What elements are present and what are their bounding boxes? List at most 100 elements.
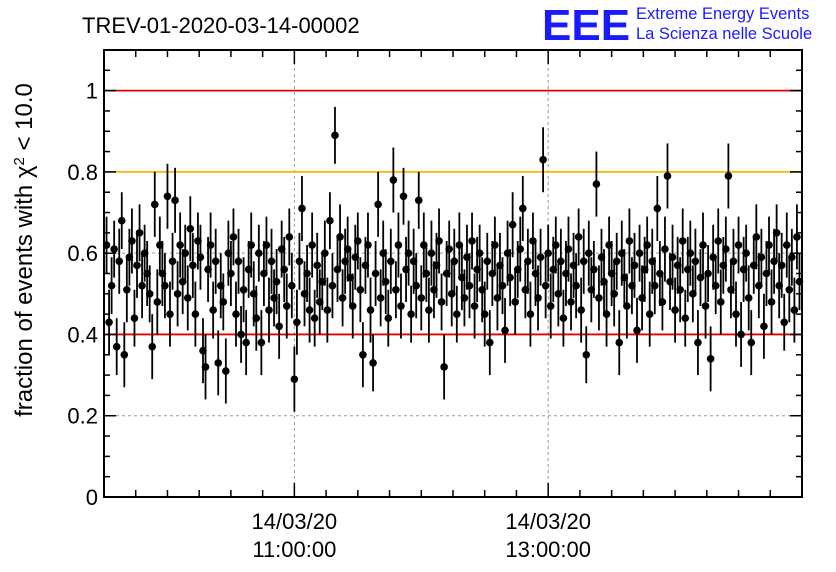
data-point (440, 334, 448, 400)
data-point (445, 220, 453, 278)
point-marker (465, 281, 474, 290)
point-marker (331, 131, 339, 140)
data-point (757, 228, 766, 286)
data-point (676, 257, 684, 323)
data-point (729, 228, 738, 294)
point-marker (407, 310, 415, 318)
point-marker (232, 310, 240, 318)
data-point (650, 257, 659, 315)
point-marker (790, 306, 799, 314)
point-marker (539, 155, 547, 164)
point-marker (694, 338, 702, 347)
point-marker (519, 204, 527, 213)
y-tick-label: 1 (86, 79, 98, 104)
point-marker (557, 257, 565, 266)
point-marker (110, 245, 118, 253)
data-point (742, 224, 750, 282)
point-marker (630, 261, 639, 270)
data-point (214, 330, 223, 396)
logo-line-1: Extreme Energy Events (636, 5, 809, 23)
point-marker (321, 249, 329, 257)
point-marker (371, 269, 380, 278)
point-marker (437, 298, 446, 306)
point-marker (138, 281, 146, 290)
data-point (671, 277, 679, 343)
point-marker (483, 257, 492, 266)
point-marker (506, 273, 514, 282)
data-point (539, 127, 547, 193)
data-point (183, 265, 192, 331)
point-marker (168, 257, 177, 266)
data-point (293, 289, 301, 355)
data-point (686, 220, 695, 286)
data-point (135, 204, 144, 262)
point-marker (737, 330, 745, 339)
point-marker (501, 326, 509, 335)
data-point (376, 269, 385, 327)
point-marker (468, 237, 476, 245)
point-marker (704, 269, 712, 278)
point-marker (602, 310, 611, 318)
data-point (371, 240, 380, 307)
x-tick-label-time: 13:00:00 (505, 537, 591, 562)
data-point (564, 216, 573, 282)
data-point (407, 285, 415, 343)
y-axis-label: fraction of events with χ2 < 10.0 (11, 83, 39, 417)
point-marker (612, 257, 621, 266)
data-point (427, 220, 436, 286)
data-point (483, 232, 492, 290)
data-point (747, 310, 756, 376)
data-point (173, 261, 182, 327)
data-point (313, 232, 322, 298)
data-point (326, 192, 334, 250)
data-point (780, 293, 789, 351)
data-point (404, 220, 413, 286)
point-marker (163, 192, 172, 201)
data-point (138, 253, 146, 319)
point-marker (153, 298, 162, 306)
point-marker (295, 257, 304, 266)
data-point (711, 257, 720, 315)
point-marker (107, 281, 116, 290)
point-marker (313, 261, 322, 270)
point-marker (417, 294, 426, 302)
point-marker (635, 249, 644, 257)
point-marker (328, 281, 337, 290)
point-marker (255, 249, 263, 257)
point-marker (414, 196, 423, 205)
point-marker (752, 233, 761, 241)
point-marker (252, 314, 261, 323)
data-point (501, 297, 509, 363)
data-point (788, 228, 796, 286)
point-marker (369, 359, 377, 367)
point-marker (381, 277, 390, 286)
point-marker (412, 281, 420, 290)
data-point (219, 273, 228, 331)
point-marker (166, 310, 174, 318)
data-point (519, 175, 527, 241)
point-marker (508, 220, 517, 229)
point-marker (793, 233, 801, 241)
point-marker (676, 285, 684, 294)
data-point (752, 204, 761, 270)
point-marker (397, 302, 405, 310)
data-point (437, 273, 446, 331)
data-point (582, 326, 591, 384)
point-marker (678, 237, 687, 245)
data-point (336, 204, 344, 270)
data-point (328, 253, 337, 319)
data-point (623, 273, 631, 339)
point-marker (747, 338, 756, 347)
data-point (222, 338, 230, 404)
point-marker (760, 322, 768, 331)
data-point (661, 216, 669, 282)
data-point (557, 228, 565, 294)
point-marker (359, 350, 367, 359)
y-axis-label-power: 2 (11, 157, 28, 165)
point-marker (732, 310, 740, 318)
data-point (148, 314, 157, 380)
point-marker (595, 294, 603, 302)
data-point (201, 334, 210, 400)
data-point (206, 212, 215, 278)
data-point (579, 228, 588, 294)
